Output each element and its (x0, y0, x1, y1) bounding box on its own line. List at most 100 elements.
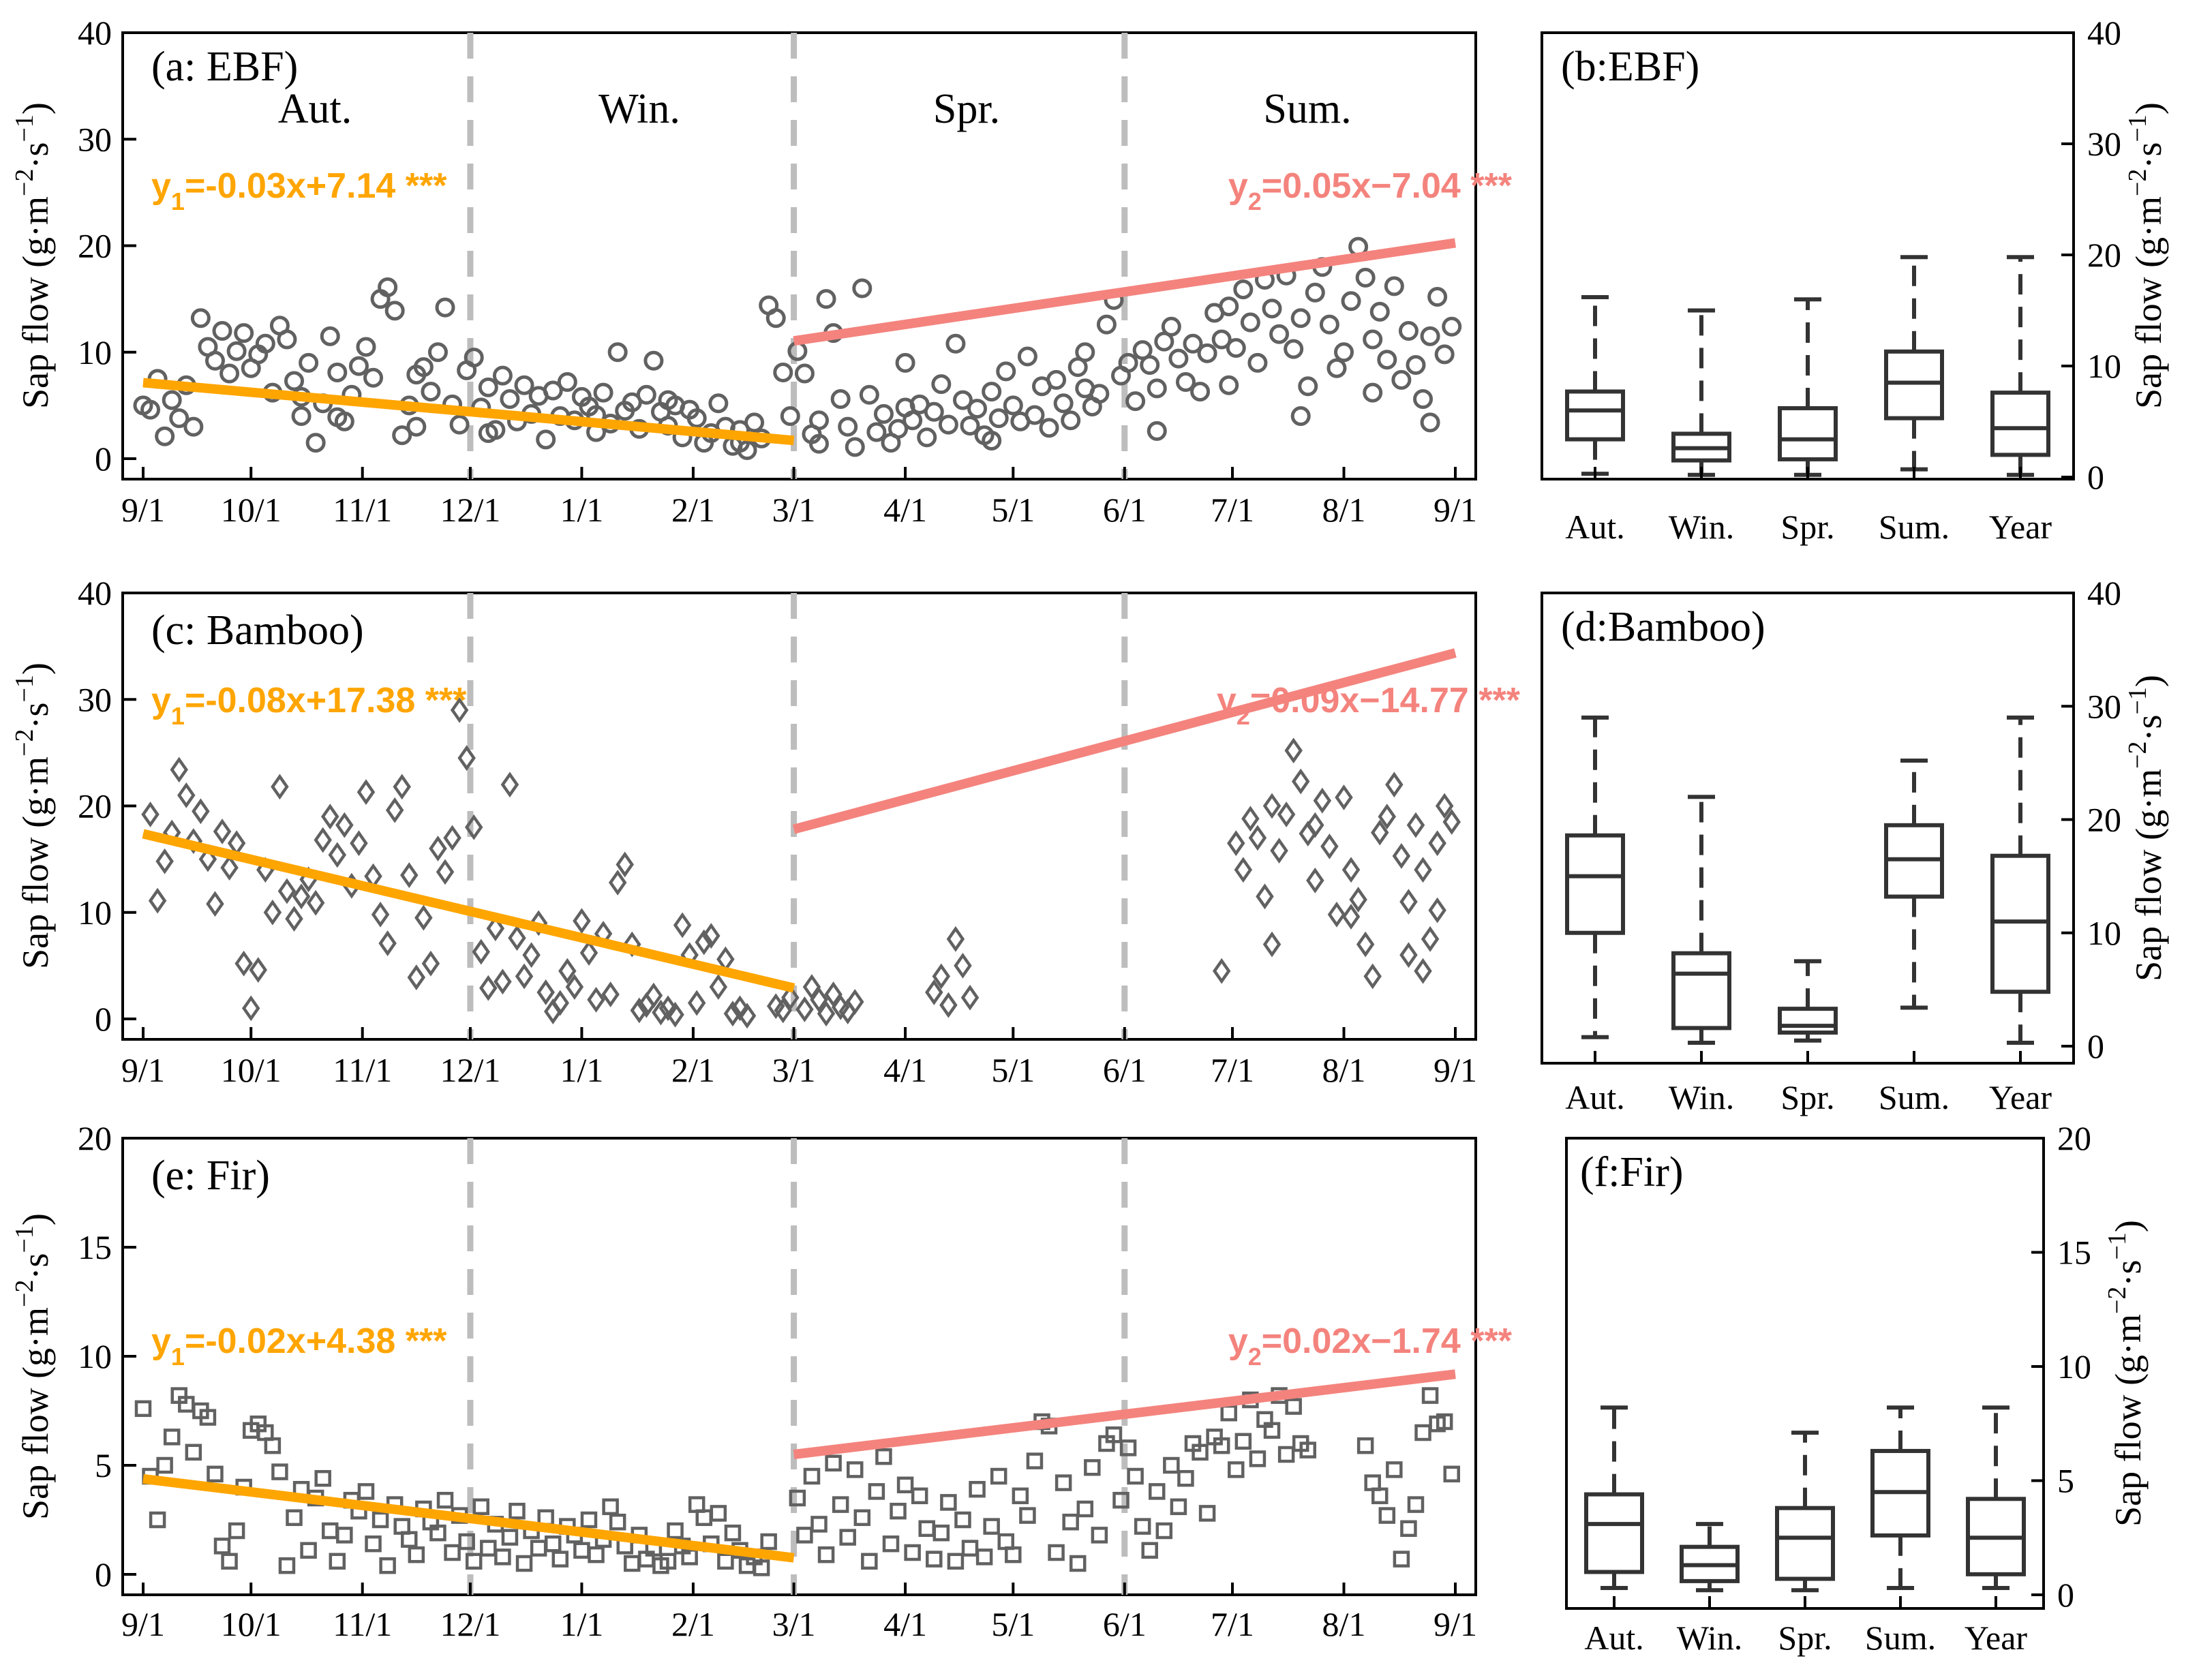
data-point (1219, 375, 1239, 395)
data-point (904, 1544, 921, 1561)
fit-line-spring-summer (792, 648, 1457, 834)
data-point (1355, 267, 1376, 288)
data-point (429, 836, 447, 861)
data-point (350, 830, 368, 857)
data-point (1076, 1500, 1094, 1518)
data-point (1228, 1461, 1245, 1478)
data-point (1062, 1513, 1079, 1531)
axis-title-part: Sap flow (g·m (2108, 1314, 2149, 1527)
x-tick-label: 8/1 (1322, 1605, 1366, 1643)
panel-c-y-axis-title: Sap flow (g·m−2·s−1) (10, 662, 56, 969)
data-point (1341, 291, 1361, 311)
data-point (866, 422, 887, 442)
data-point (695, 929, 713, 956)
x-tick-label: 7/1 (1211, 1605, 1254, 1643)
data-point (809, 433, 830, 454)
data-point (249, 957, 268, 983)
panel-e-fits (142, 1369, 1456, 1563)
panel-c-fit1-equation: y1=-0.08x+17.38 *** (151, 681, 467, 730)
data-point (1378, 1507, 1396, 1524)
data-point (241, 995, 260, 1022)
data-point (1385, 772, 1404, 798)
data-point (1290, 308, 1311, 329)
x-tick-label: 9/1 (121, 491, 165, 529)
data-point (1017, 346, 1037, 367)
data-point (264, 1437, 282, 1454)
axis-title-part: ) (2108, 1220, 2149, 1232)
y-tick-label: 5 (95, 1446, 112, 1484)
data-point (393, 774, 411, 800)
y-tick-label: 40 (2087, 14, 2121, 52)
data-point (436, 859, 455, 885)
data-point (1349, 887, 1367, 913)
data-point (810, 986, 828, 1013)
x-tick-label: 2/1 (671, 1051, 715, 1089)
data-point (1091, 1527, 1108, 1544)
data-point (427, 342, 448, 363)
data-point (328, 842, 347, 868)
data-point (1140, 355, 1160, 375)
data-point (1442, 316, 1462, 337)
data-point (226, 341, 247, 361)
x-tick-label: Sum. (1879, 1078, 1950, 1116)
data-point (708, 393, 729, 414)
data-point (1434, 344, 1455, 365)
data-point (500, 389, 520, 409)
y-tick-label: 10 (78, 333, 112, 371)
data-point (472, 1498, 490, 1516)
data-point (536, 979, 555, 1005)
x-tick-label: 9/1 (121, 1051, 165, 1089)
data-point (717, 1553, 734, 1570)
x-tick-label: 3/1 (772, 491, 816, 529)
box-iqr (1990, 391, 2050, 457)
data-point (213, 819, 232, 844)
y-tick-label: 0 (95, 440, 112, 478)
data-point (659, 1553, 677, 1570)
data-point (895, 397, 915, 418)
data-point (608, 870, 627, 896)
data-point (1363, 329, 1383, 350)
axis-title-part: Sap flow (g·m (2128, 196, 2169, 409)
data-point (1125, 391, 1146, 412)
data-point (744, 412, 765, 433)
data-point (1198, 1505, 1216, 1522)
axis-title-part: −2 (10, 169, 39, 196)
axis-title-part: −1 (10, 1225, 39, 1253)
data-point (392, 425, 412, 446)
data-point (305, 433, 326, 453)
y-tick-label: 0 (2087, 458, 2104, 496)
panel-f-boxes (1584, 1405, 2026, 1593)
data-point (292, 883, 311, 910)
data-point (1127, 1467, 1144, 1485)
data-point (766, 993, 785, 1020)
axis-title-part: ·s (15, 142, 56, 169)
data-point (365, 1535, 382, 1553)
data-point (1039, 418, 1059, 438)
data-point (1170, 1498, 1187, 1516)
data-point (479, 975, 498, 1001)
panel-e-yticks: 0 5 10 15 20 (78, 1119, 136, 1593)
data-point (911, 1487, 928, 1505)
data-point (859, 384, 879, 405)
panel-e-dividers (467, 1138, 1128, 1595)
y-axis-titles: Sap flow (g·m−2·s−1)Sap flow (g·m−2·s−1)… (10, 102, 2169, 1527)
data-point (1134, 1518, 1151, 1535)
data-point (1414, 958, 1432, 984)
data-point (609, 1513, 626, 1531)
box-iqr (1584, 1492, 1644, 1574)
panel-d-boxes (1565, 715, 2050, 1045)
x-tick-label: 12/1 (440, 491, 500, 529)
panel-a-dividers (467, 33, 1128, 479)
panel-e-title: (e: Fir) (151, 1152, 270, 1199)
data-point (666, 1001, 684, 1028)
panel-f-yticks: 0 5 10 15 20 (2031, 1119, 2091, 1614)
x-tick-label: Aut. (1565, 508, 1625, 546)
data-point (932, 963, 951, 990)
data-point (702, 923, 721, 949)
x-tick-label: Win. (1677, 1619, 1743, 1657)
data-point (494, 1548, 511, 1566)
y-tick-label: 15 (2057, 1234, 2091, 1272)
data-point (940, 1494, 957, 1511)
panel-c-fits (142, 648, 1457, 993)
data-point (321, 804, 339, 830)
